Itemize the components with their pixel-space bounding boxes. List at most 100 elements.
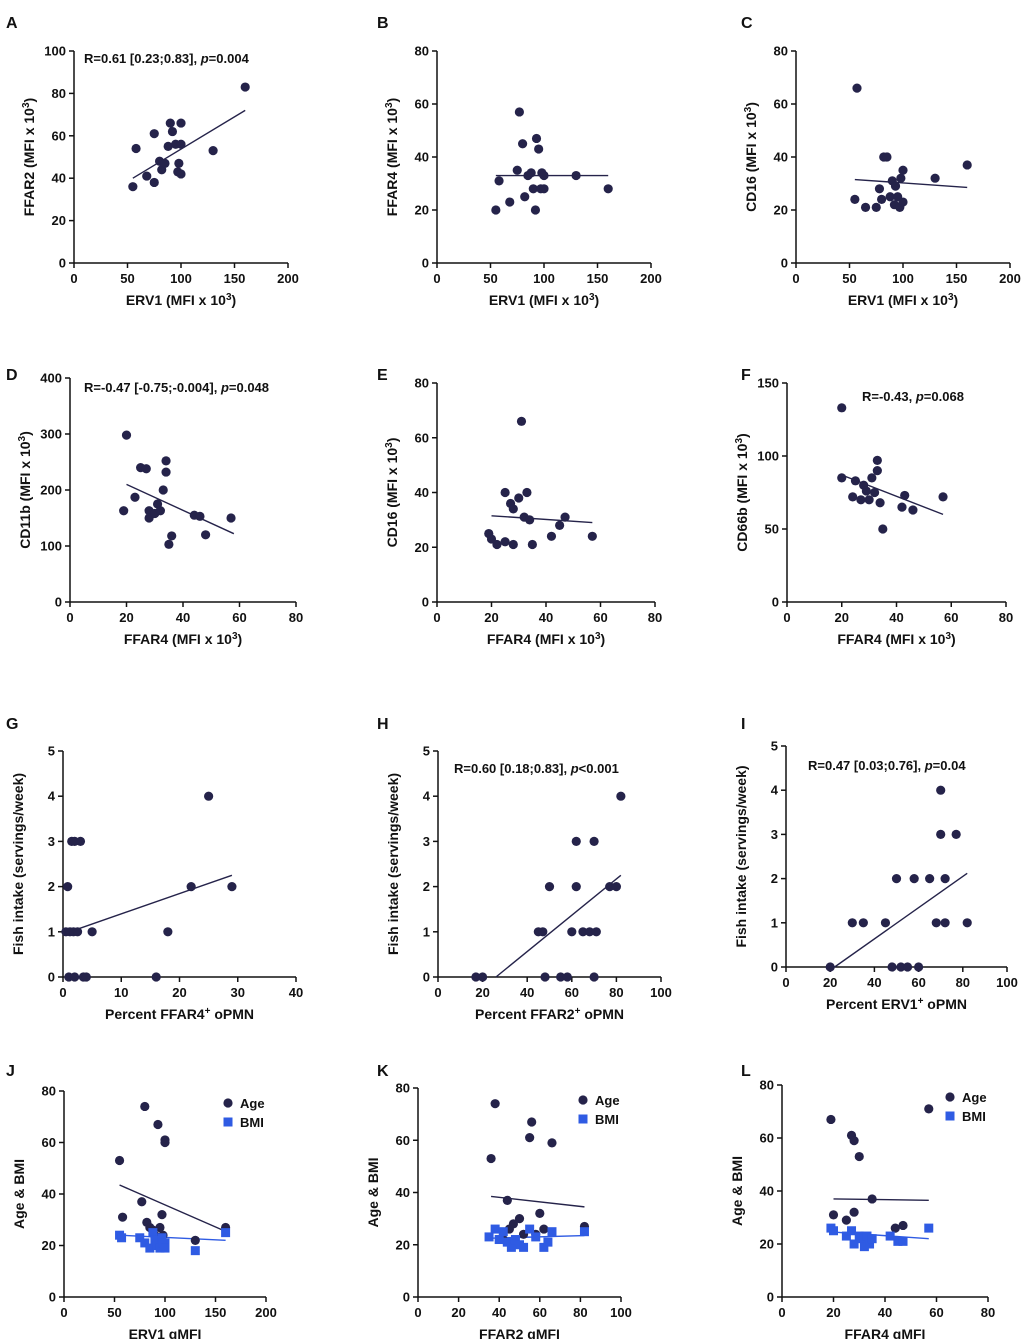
- data-point-bmi: [160, 1243, 170, 1253]
- data-point: [914, 962, 924, 972]
- data-point-bmi: [494, 1235, 504, 1245]
- data-point: [825, 962, 835, 972]
- y-tick-label: 0: [49, 1290, 56, 1305]
- data-point-bmi: [841, 1231, 851, 1241]
- y-tick-label: 50: [765, 522, 779, 537]
- x-tick-label: 40: [889, 610, 903, 625]
- data-point: [164, 539, 174, 549]
- data-point: [887, 962, 897, 972]
- panel-letter: F: [741, 367, 751, 384]
- data-point-bmi: [862, 1231, 872, 1241]
- y-tick-label: 0: [767, 1290, 774, 1305]
- x-tick-label: 60: [944, 610, 958, 625]
- data-point-bmi: [117, 1233, 127, 1243]
- data-point: [163, 927, 173, 937]
- x-tick-label: 20: [172, 985, 186, 1000]
- panel-letter: B: [377, 15, 389, 32]
- y-tick-label: 20: [42, 1238, 56, 1253]
- y-tick-label: 40: [415, 150, 429, 165]
- panel-letter: I: [741, 716, 745, 733]
- data-point: [165, 118, 175, 128]
- data-point: [585, 927, 595, 937]
- data-point-bmi: [531, 1232, 541, 1242]
- data-point: [587, 531, 597, 541]
- data-point: [870, 487, 880, 498]
- data-point: [940, 918, 950, 928]
- panel-i: I 0 20 40 60 80 100 0 1 2 3 4 5 Percent ERV1+ oPMN Fis…: [733, 716, 1018, 1012]
- x-tick-label: 40: [520, 985, 534, 1000]
- x-tick-label: 0: [433, 610, 440, 625]
- data-point: [850, 476, 861, 486]
- y-tick-label: 80: [415, 376, 429, 391]
- data-point-age: [514, 1214, 525, 1224]
- data-point: [900, 490, 910, 501]
- x-tick-label: 100: [892, 271, 914, 286]
- y-tick-label: 0: [422, 595, 429, 610]
- x-tick-label: 200: [999, 271, 1021, 286]
- y-tick-label: 40: [774, 150, 788, 165]
- data-point: [491, 205, 501, 215]
- y-axis-label: Fish intake (servings/week): [385, 773, 401, 955]
- data-point: [161, 456, 171, 466]
- data-point: [605, 882, 615, 892]
- x-tick-label: 50: [483, 271, 497, 286]
- data-point: [856, 495, 866, 505]
- data-point-bmi: [547, 1227, 557, 1237]
- data-point-bmi: [221, 1228, 231, 1238]
- data-point: [890, 181, 901, 191]
- y-tick-label: 4: [423, 789, 431, 804]
- data-point-bmi: [865, 1239, 875, 1249]
- data-point-age: [841, 1215, 851, 1225]
- x-axis-label: ERV1 (MFI x 103): [126, 292, 236, 309]
- y-axis-label: CD16 (MFI x 103): [384, 438, 401, 548]
- data-point-bmi: [157, 1233, 167, 1243]
- data-point: [508, 539, 518, 550]
- data-point: [540, 972, 550, 982]
- data-point: [891, 874, 902, 884]
- stat-annotation: R=0.61 [0.23;0.83], p=0.004: [84, 51, 250, 66]
- x-tick-label: 200: [277, 271, 299, 286]
- data-point: [850, 194, 860, 204]
- y-tick-label: 80: [396, 1081, 410, 1096]
- x-axis-label: FFAR4 (MFI x 103): [837, 631, 955, 648]
- data-point-bmi: [924, 1223, 934, 1233]
- data-point-bmi: [898, 1236, 908, 1246]
- data-point: [931, 918, 941, 928]
- data-point-age: [508, 1219, 519, 1229]
- data-point-bmi: [859, 1242, 869, 1252]
- data-point: [860, 202, 871, 212]
- regression-line: [854, 178, 968, 189]
- data-point: [546, 531, 557, 541]
- y-axis-label: Age & BMI: [11, 1159, 27, 1229]
- data-point: [534, 144, 544, 154]
- y-tick-label: 0: [423, 970, 430, 985]
- data-point: [131, 143, 141, 154]
- panel-letter: G: [6, 716, 18, 733]
- data-point-bmi: [543, 1237, 553, 1247]
- data-point: [848, 492, 858, 502]
- x-tick-label: 150: [946, 271, 968, 286]
- data-point-age: [898, 1220, 908, 1231]
- y-tick-label: 3: [48, 834, 55, 849]
- y-axis-label: FFAR2 (MFI x 103): [21, 98, 38, 216]
- x-axis-label: FFAR4 (MFI x 103): [124, 631, 242, 648]
- x-tick-label: 80: [981, 1305, 995, 1320]
- data-point-bmi: [510, 1235, 520, 1245]
- panel-letter: C: [741, 15, 753, 32]
- y-tick-label: 60: [396, 1133, 410, 1148]
- y-tick-label: 2: [423, 879, 430, 894]
- panel-d: D 0 20 40 60 80 0 100 200 300 400 FFAR4 (MFI x 103)…: [6, 367, 303, 647]
- data-point: [516, 416, 527, 426]
- y-tick-label: 5: [48, 744, 55, 759]
- x-tick-label: 80: [956, 975, 970, 990]
- x-tick-label: 0: [66, 610, 73, 625]
- data-point: [527, 539, 537, 550]
- regression-line: [833, 1198, 929, 1201]
- data-point-bmi: [539, 1242, 549, 1252]
- x-tick-label: 100: [154, 1305, 176, 1320]
- panel-letter: A: [6, 15, 18, 32]
- legend-label-age: Age: [240, 1096, 265, 1111]
- data-point: [874, 184, 885, 194]
- data-point-bmi: [525, 1224, 535, 1234]
- y-tick-label: 0: [59, 256, 66, 271]
